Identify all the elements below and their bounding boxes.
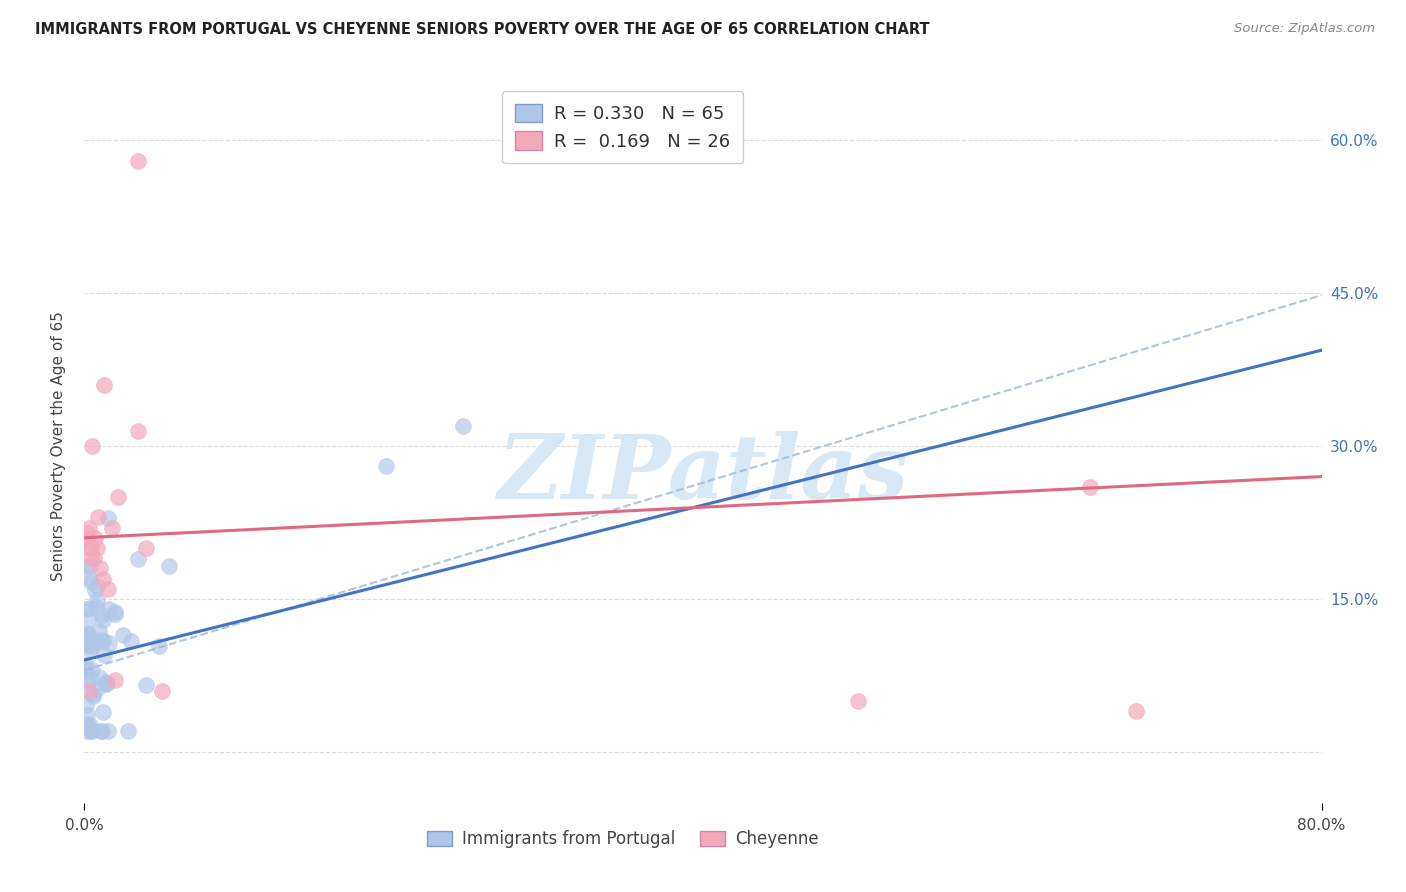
Point: [75, 663, 97, 677]
Point: [104, 607, 127, 622]
Point: [1125, 704, 1147, 718]
Point: [76, 531, 98, 545]
Point: [127, 552, 149, 566]
Point: [89, 561, 111, 575]
Point: [117, 724, 139, 739]
Point: [76, 525, 98, 540]
Point: [1078, 480, 1101, 494]
Point: [79, 601, 101, 615]
Point: [77, 571, 100, 585]
Point: [77, 627, 100, 641]
Point: [80, 574, 103, 589]
Point: [77, 720, 100, 734]
Point: [77, 541, 100, 555]
Point: [97, 602, 120, 616]
Point: [76, 698, 98, 712]
Point: [91, 572, 114, 586]
Point: [84, 531, 107, 545]
Point: [91, 633, 114, 648]
Point: [86, 592, 108, 607]
Point: [91, 705, 114, 719]
Text: ZIPatlas: ZIPatlas: [498, 432, 908, 517]
Point: [77, 683, 100, 698]
Point: [84, 600, 107, 615]
Point: [83, 551, 105, 566]
Point: [77, 627, 100, 641]
Point: [83, 582, 105, 597]
Point: [80, 663, 103, 677]
Point: [91, 613, 114, 627]
Point: [453, 418, 475, 433]
Point: [97, 724, 120, 739]
Point: [159, 558, 180, 573]
Text: Source: ZipAtlas.com: Source: ZipAtlas.com: [1234, 22, 1375, 36]
Point: [104, 605, 127, 619]
Point: [82, 687, 104, 701]
Point: [76, 558, 98, 573]
Point: [91, 724, 114, 739]
Y-axis label: Seniors Poverty Over the Age of 65: Seniors Poverty Over the Age of 65: [51, 311, 66, 581]
Legend: Immigrants from Portugal, Cheyenne: Immigrants from Portugal, Cheyenne: [420, 824, 825, 855]
Point: [75, 658, 97, 673]
Point: [83, 632, 105, 646]
Point: [93, 648, 115, 663]
Point: [94, 674, 117, 689]
Point: [79, 718, 101, 732]
Point: [86, 541, 108, 555]
Point: [79, 558, 101, 573]
Point: [96, 677, 118, 691]
Point: [76, 717, 98, 731]
Point: [87, 670, 110, 684]
Point: [135, 541, 157, 555]
Point: [135, 678, 157, 692]
Point: [75, 662, 97, 676]
Point: [846, 694, 869, 708]
Point: [127, 153, 149, 168]
Point: [77, 520, 100, 534]
Point: [86, 635, 108, 649]
Point: [80, 639, 103, 653]
Point: [82, 690, 104, 704]
Point: [112, 628, 135, 642]
Point: [75, 630, 97, 644]
Point: [120, 633, 142, 648]
Point: [98, 636, 121, 650]
Point: [89, 624, 111, 638]
Point: [148, 640, 170, 654]
Point: [76, 724, 98, 739]
Point: [96, 675, 118, 690]
Point: [82, 724, 104, 739]
Point: [79, 551, 101, 566]
Point: [90, 608, 112, 623]
Point: [76, 708, 98, 723]
Point: [150, 683, 173, 698]
Point: [127, 424, 149, 438]
Text: IMMIGRANTS FROM PORTUGAL VS CHEYENNE SENIORS POVERTY OVER THE AGE OF 65 CORRELAT: IMMIGRANTS FROM PORTUGAL VS CHEYENNE SEN…: [35, 22, 929, 37]
Point: [91, 632, 114, 647]
Point: [104, 673, 127, 688]
Point: [79, 643, 101, 657]
Point: [79, 724, 101, 739]
Point: [75, 602, 97, 616]
Point: [76, 673, 98, 688]
Point: [87, 510, 110, 524]
Point: [374, 459, 398, 474]
Point: [90, 724, 112, 739]
Point: [101, 520, 124, 534]
Point: [96, 511, 118, 525]
Point: [82, 439, 104, 453]
Point: [96, 582, 118, 596]
Point: [76, 638, 98, 652]
Point: [107, 490, 129, 504]
Point: [77, 613, 100, 627]
Point: [86, 579, 108, 593]
Point: [93, 377, 115, 392]
Point: [80, 634, 103, 648]
Point: [80, 672, 103, 686]
Point: [79, 541, 101, 555]
Point: [86, 681, 108, 696]
